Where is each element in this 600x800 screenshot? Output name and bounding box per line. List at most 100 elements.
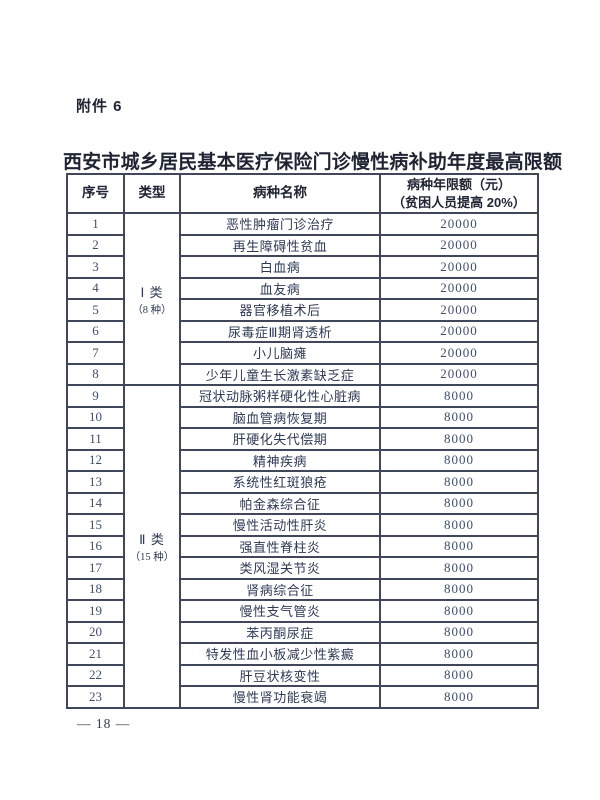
annual-limit-amount: 20000: [379, 233, 539, 257]
row-serial-number: 4: [66, 276, 125, 300]
type-group-cell: Ⅰ 类 （8 种）: [123, 212, 181, 386]
header-disease-name: 病种名称: [179, 173, 381, 214]
annual-limit-amount: 20000: [379, 341, 539, 365]
disease-name: 帕金森综合征: [179, 491, 381, 515]
table-row: 15 慢性活动性肝炎 8000: [66, 513, 539, 537]
row-serial-number: 15: [66, 513, 125, 537]
disease-limits-table: 序号 类型 病种名称 病种年限额（元） （贫困人员提高 20%） 1 Ⅰ 类 （8 …: [66, 173, 539, 709]
annual-limit-amount: 8000: [379, 663, 539, 687]
annual-limit-amount: 8000: [379, 491, 539, 515]
type-group-label: Ⅱ 类: [139, 531, 165, 547]
table-row: 18 肾病综合征 8000: [66, 577, 539, 601]
row-serial-number: 8: [66, 362, 125, 386]
annual-limit-amount: 20000: [379, 362, 539, 386]
type-group-count: （8 种）: [132, 304, 172, 316]
disease-name: 慢性活动性肝炎: [179, 513, 381, 537]
annual-limit-amount: 8000: [379, 534, 539, 558]
disease-name: 特发性血小板减少性紫癜: [179, 642, 381, 666]
disease-name: 慢性肾功能衰竭: [179, 685, 381, 709]
disease-name: 精神疾病: [179, 448, 381, 472]
row-serial-number: 5: [66, 298, 125, 322]
table-row: 16 强直性脊柱炎 8000: [66, 534, 539, 558]
disease-name: 慢性支气管炎: [179, 599, 381, 623]
table-row: 2 再生障碍性贫血 20000: [66, 233, 539, 257]
disease-name: 再生障碍性贫血: [179, 233, 381, 257]
header-annual-limit-line2: （贫困人员提高 20%）: [392, 194, 526, 210]
annual-limit-amount: 8000: [379, 685, 539, 709]
row-serial-number: 14: [66, 491, 125, 515]
table-row: 14 帕金森综合征 8000: [66, 491, 539, 515]
table-header: 序号 类型 病种名称 病种年限额（元） （贫困人员提高 20%）: [66, 173, 539, 214]
disease-name: 肝豆状核变性: [179, 663, 381, 687]
row-serial-number: 22: [66, 663, 125, 687]
annual-limit-amount: 8000: [379, 427, 539, 451]
table-row: 21 特发性血小板减少性紫癜 8000: [66, 642, 539, 666]
row-serial-number: 7: [66, 341, 125, 365]
annual-limit-amount: 20000: [379, 255, 539, 279]
table-row: 8 少年儿童生长激素缺乏症 20000: [66, 362, 539, 386]
disease-name: 类风湿关节炎: [179, 556, 381, 580]
disease-name: 少年儿童生长激素缺乏症: [179, 362, 381, 386]
row-serial-number: 1: [66, 212, 125, 236]
row-serial-number: 2: [66, 233, 125, 257]
row-serial-number: 13: [66, 470, 125, 494]
header-annual-limit-line1: 病种年限额（元）: [406, 176, 511, 192]
disease-name: 小儿脑瘫: [179, 341, 381, 365]
disease-name: 强直性脊柱炎: [179, 534, 381, 558]
annual-limit-amount: 8000: [379, 599, 539, 623]
disease-name: 肝硬化失代偿期: [179, 427, 381, 451]
page-title: 西安市城乡居民基本医疗保险门诊慢性病补助年度最高限额: [63, 152, 563, 173]
type-group-label: Ⅰ 类: [140, 284, 164, 300]
annual-limit-amount: 8000: [379, 513, 539, 537]
row-serial-number: 10: [66, 405, 125, 429]
row-serial-number: 11: [66, 427, 125, 451]
annual-limit-amount: 8000: [379, 642, 539, 666]
annual-limit-amount: 8000: [379, 556, 539, 580]
row-serial-number: 18: [66, 577, 125, 601]
header-annual-limit: 病种年限额（元） （贫困人员提高 20%）: [379, 173, 539, 214]
attachment-label: 附件 6: [76, 98, 123, 115]
disease-name: 恶性肿瘤门诊治疗: [179, 212, 381, 236]
annual-limit-amount: 20000: [379, 319, 539, 343]
annual-limit-amount: 20000: [379, 276, 539, 300]
disease-name: 器官移植术后: [179, 298, 381, 322]
disease-name: 白血病: [179, 255, 381, 279]
row-serial-number: 17: [66, 556, 125, 580]
row-serial-number: 6: [66, 319, 125, 343]
header-type: 类型: [123, 173, 181, 214]
disease-name: 血友病: [179, 276, 381, 300]
annual-limit-amount: 20000: [379, 212, 539, 236]
annual-limit-amount: 8000: [379, 405, 539, 429]
disease-name: 肾病综合征: [179, 577, 381, 601]
row-serial-number: 21: [66, 642, 125, 666]
table-row: 19 慢性支气管炎 8000: [66, 599, 539, 623]
header-serial-number: 序号: [66, 173, 125, 214]
row-serial-number: 9: [66, 384, 125, 408]
row-serial-number: 16: [66, 534, 125, 558]
row-serial-number: 12: [66, 448, 125, 472]
table-row: 23 慢性肾功能衰竭 8000: [66, 685, 539, 709]
disease-name: 冠状动脉粥样硬化性心脏病: [179, 384, 381, 408]
disease-name: 苯丙酮尿症: [179, 620, 381, 644]
annual-limit-amount: 8000: [379, 470, 539, 494]
annual-limit-amount: 8000: [379, 620, 539, 644]
type-group-count: （15 种）: [129, 551, 175, 563]
row-serial-number: 3: [66, 255, 125, 279]
row-serial-number: 23: [66, 685, 125, 709]
annual-limit-amount: 8000: [379, 384, 539, 408]
row-serial-number: 20: [66, 620, 125, 644]
disease-name: 系统性红斑狼疮: [179, 470, 381, 494]
annual-limit-amount: 8000: [379, 577, 539, 601]
annual-limit-amount: 20000: [379, 298, 539, 322]
type-group-cell: Ⅱ 类 （15 种）: [123, 384, 181, 709]
page-number: — 18 —: [77, 716, 131, 731]
disease-name: 尿毒症Ⅲ期肾透析: [179, 319, 381, 343]
table-row: 10 脑血管病恢复期 8000: [66, 405, 539, 429]
annual-limit-amount: 8000: [379, 448, 539, 472]
row-serial-number: 19: [66, 599, 125, 623]
disease-name: 脑血管病恢复期: [179, 405, 381, 429]
